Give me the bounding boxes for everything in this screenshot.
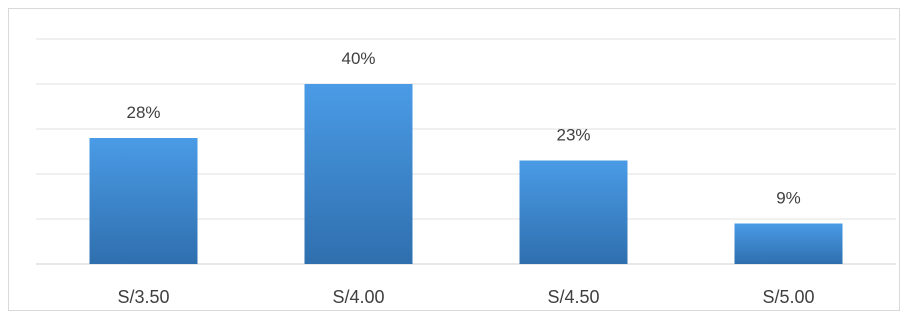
bar-3 <box>734 223 843 264</box>
bar-1 <box>304 84 413 264</box>
data-label-1: 40% <box>341 49 375 68</box>
x-tick-label-2: S/4.50 <box>547 287 599 307</box>
data-label-0: 28% <box>126 103 160 122</box>
x-tick-label-1: S/4.00 <box>332 287 384 307</box>
bar-0 <box>89 138 198 264</box>
data-label-2: 23% <box>556 126 590 145</box>
x-tick-label-3: S/5.00 <box>762 287 814 307</box>
bar-2 <box>519 160 628 264</box>
data-label-3: 9% <box>776 189 801 208</box>
x-tick-label-0: S/3.50 <box>117 287 169 307</box>
